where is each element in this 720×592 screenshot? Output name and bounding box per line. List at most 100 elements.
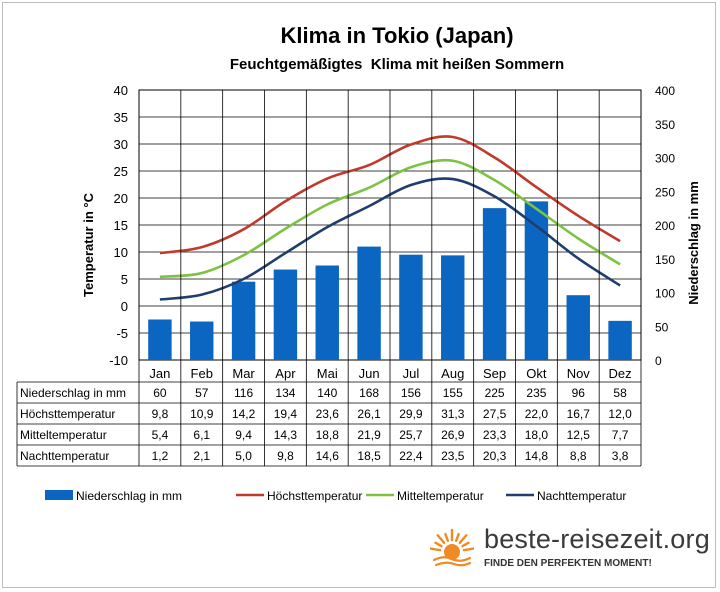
y-tick-right: 150 xyxy=(655,253,675,267)
bar-niederschlag xyxy=(608,320,632,360)
table-cell: 14,6 xyxy=(316,449,340,463)
y-tick-right: 200 xyxy=(655,219,675,233)
y-tick-right: 0 xyxy=(655,354,662,368)
x-tick-label: Dez xyxy=(609,366,632,381)
bar-niederschlag xyxy=(148,319,172,360)
y-tick-right: 250 xyxy=(655,185,675,199)
legend-label: Höchsttemperatur xyxy=(267,489,362,503)
table-cell: 22,4 xyxy=(399,449,423,463)
y-tick-left: 15 xyxy=(114,218,128,233)
chart-subtitle: Feuchtgemäßigtes Klima mit heißen Sommer… xyxy=(230,56,564,73)
table-cell: 134 xyxy=(275,386,295,400)
table-cell: 29,9 xyxy=(399,407,423,421)
bar-niederschlag xyxy=(231,281,256,360)
x-tick-label: Mai xyxy=(317,366,338,381)
table-cell: 18,5 xyxy=(357,449,381,463)
table-cell: 25,7 xyxy=(399,428,423,442)
table-cell: 18,0 xyxy=(525,428,549,442)
table-cell: 20,3 xyxy=(483,449,507,463)
y-tick-left: 20 xyxy=(114,191,128,206)
table-cell: 225 xyxy=(485,386,505,400)
table-cell: 21,9 xyxy=(357,428,381,442)
table-cell: 12,0 xyxy=(608,407,632,421)
table-cell: 3,8 xyxy=(612,449,629,463)
y-tick-left: -10 xyxy=(109,353,128,368)
table-cell: 235 xyxy=(526,386,546,400)
y-tick-left: 25 xyxy=(114,164,128,179)
table-cell: 116 xyxy=(234,386,253,400)
x-tick-label: Aug xyxy=(441,366,464,381)
table-cell: 10,9 xyxy=(190,407,214,421)
table-cell: 9,8 xyxy=(277,449,294,463)
brand-tagline: FINDE DEN PERFEKTEN MOMENT! xyxy=(484,558,652,569)
table-cell: 27,5 xyxy=(483,407,507,421)
table-cell: 9,4 xyxy=(235,428,252,442)
y-axis-label-right: Niederschlag in mm xyxy=(686,181,701,305)
x-tick-label: Jan xyxy=(149,366,170,381)
y-tick-left: 30 xyxy=(114,137,128,152)
bar-niederschlag xyxy=(190,321,214,360)
y-tick-left: 10 xyxy=(114,245,128,260)
table-cell: 19,4 xyxy=(274,407,298,421)
bar-niederschlag xyxy=(357,246,381,360)
legend-label: Mitteltemperatur xyxy=(397,489,484,503)
y-tick-left: 35 xyxy=(114,110,128,125)
table-cell: 57 xyxy=(195,386,209,400)
legend-swatch-bar xyxy=(45,490,73,500)
table-cell: 12,5 xyxy=(567,428,591,442)
brand-name: beste-reisezeit.org xyxy=(484,524,710,554)
legend-label: Niederschlag in mm xyxy=(76,489,182,503)
table-cell: 26,1 xyxy=(357,407,381,421)
y-tick-right: 350 xyxy=(655,118,675,132)
x-tick-label: Nov xyxy=(567,366,591,381)
bar-niederschlag xyxy=(482,208,507,360)
table-cell: 31,3 xyxy=(441,407,465,421)
table-cell: 96 xyxy=(572,386,586,400)
bar-niederschlag xyxy=(399,254,423,360)
table-row-label: Nachttemperatur xyxy=(20,449,109,463)
table-cell: 18,8 xyxy=(316,428,340,442)
table-cell: 14,8 xyxy=(525,449,549,463)
table-cell: 26,9 xyxy=(441,428,465,442)
table-cell: 14,2 xyxy=(232,407,256,421)
table-cell: 7,7 xyxy=(612,428,629,442)
table-cell: 23,5 xyxy=(441,449,465,463)
table-cell: 60 xyxy=(153,386,167,400)
table-cell: 22,0 xyxy=(525,407,549,421)
y-tick-left: -5 xyxy=(116,326,128,341)
table-cell: 14,3 xyxy=(274,428,298,442)
y-tick-right: 300 xyxy=(655,152,675,166)
table-cell: 23,3 xyxy=(483,428,507,442)
table-cell: 155 xyxy=(443,386,463,400)
legend-label: Nachttemperatur xyxy=(537,489,626,503)
bar-niederschlag xyxy=(566,295,590,360)
table-row-label: Niederschlag in mm xyxy=(20,386,126,400)
brand-logo[interactable]: beste-reisezeit.org FINDE DEN PERFEKTEN … xyxy=(428,518,718,578)
x-tick-label: Mar xyxy=(232,366,255,381)
table-cell: 58 xyxy=(613,386,627,400)
table-cell: 168 xyxy=(359,386,379,400)
chart-title: Klima in Tokio (Japan) xyxy=(280,23,513,48)
x-tick-label: Apr xyxy=(275,366,296,381)
x-tick-label: Jun xyxy=(359,366,380,381)
y-tick-left: 5 xyxy=(121,272,128,287)
bar-niederschlag xyxy=(315,265,339,360)
table-cell: 5,0 xyxy=(235,449,252,463)
x-tick-label: Jul xyxy=(403,366,420,381)
table-cell: 23,6 xyxy=(316,407,340,421)
table-cell: 156 xyxy=(401,386,421,400)
table-cell: 5,4 xyxy=(152,428,169,442)
x-tick-label: Okt xyxy=(526,366,547,381)
table-cell: 2,1 xyxy=(193,449,210,463)
x-tick-label: Sep xyxy=(483,366,506,381)
y-tick-right: 50 xyxy=(655,320,669,334)
table-row-label: Höchsttemperatur xyxy=(20,407,115,421)
table-cell: 6,1 xyxy=(193,428,210,442)
y-tick-right: 100 xyxy=(655,287,675,301)
bar-niederschlag xyxy=(524,201,549,360)
table-cell: 16,7 xyxy=(567,407,591,421)
bar-niederschlag xyxy=(441,255,465,360)
bar-niederschlag xyxy=(273,269,298,360)
x-tick-label: Feb xyxy=(191,366,213,381)
